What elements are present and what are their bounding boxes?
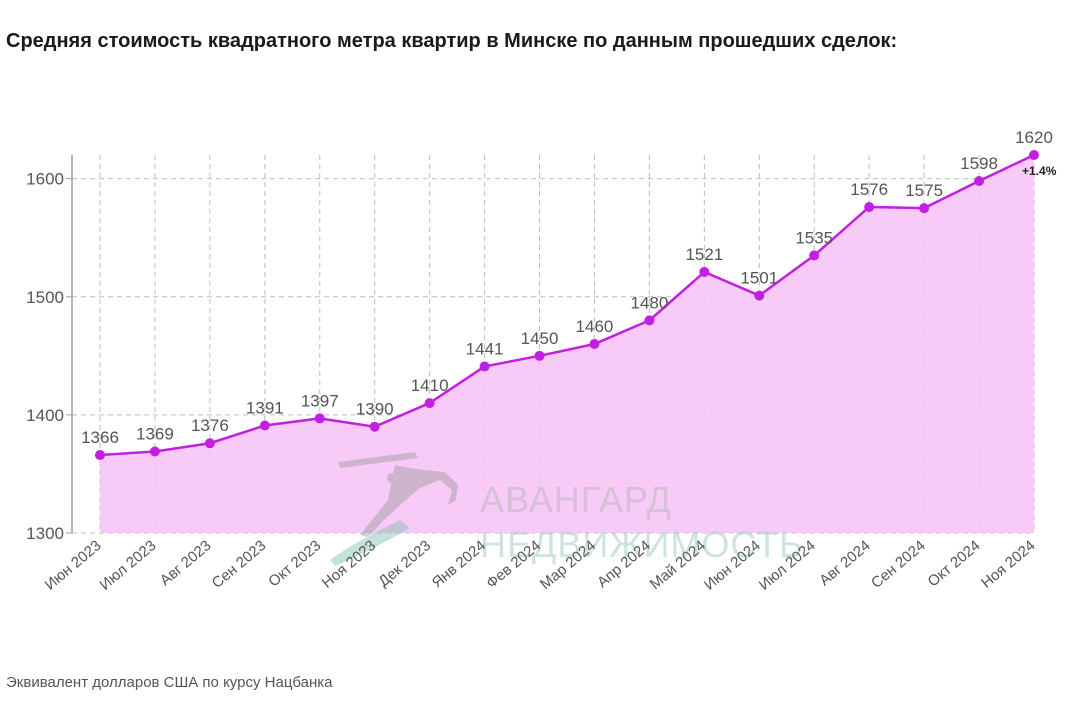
data-label: 1391 [246,399,284,418]
y-tick-label: 1500 [26,288,64,307]
data-point [919,203,930,214]
data-label: 1501 [740,269,778,288]
data-label: 1598 [960,154,998,173]
data-label: 1521 [685,245,723,264]
data-point [589,339,600,349]
data-label: 1535 [795,228,833,247]
x-tick-label: Окт 2023 [265,537,324,590]
data-label: 1450 [521,329,559,348]
x-tick-label: Ноя 2024 [978,537,1039,592]
data-label: 1576 [850,180,888,199]
y-tick-label: 1600 [26,170,64,189]
y-axis-ticks: 1300 1400 1500 1600 [26,170,64,543]
y-tick-label: 1400 [26,406,64,425]
x-tick-label: Дек 2023 [375,537,434,590]
data-point [149,446,160,457]
data-point [314,413,325,424]
y-tick-label: 1300 [26,524,64,543]
data-point [534,350,545,361]
data-label: 1369 [136,424,174,443]
footnote: Эквивалент долларов США по курсу Нацбанк… [6,674,333,691]
watermark-line2: НЕДВИЖИМОСТЬ [480,524,804,565]
data-point [644,315,655,326]
x-tick-label: Сен 2024 [868,537,929,592]
x-tick-label: Окт 2024 [925,537,984,590]
x-tick-label: Ноя 2023 [319,537,380,592]
data-label: 1410 [411,376,449,395]
data-label: 1480 [630,293,668,312]
x-tick-label: Сен 2023 [209,537,270,592]
data-labels: 1366 1369 1376 1391 1397 1390 1410 1441 1450 1460… [81,128,1053,447]
watermark-emblem [330,452,458,566]
data-point [809,250,820,261]
data-label: 1620 [1015,128,1053,147]
data-point [95,450,105,461]
series-line [99,153,1035,457]
watermark-line1: АВАНГАРД [480,479,672,520]
change-annotation: +1.4% [1022,164,1057,178]
series-polyline [99,153,1035,457]
data-point [1029,150,1039,160]
area-path [100,155,1034,533]
watermark-logo: АВАНГАРД НЕДВИЖИМОСТЬ [330,452,804,566]
x-tick-label: Авг 2023 [157,537,215,589]
data-label: 1376 [191,416,229,435]
x-tick-label: Авг 2024 [816,537,874,589]
chart-title: Средняя стоимость квадратного метра квар… [6,30,898,52]
x-tick-label: Июн 2023 [42,537,105,594]
data-label: 1460 [576,317,614,336]
data-point [204,438,215,449]
data-label: 1397 [301,391,339,410]
data-point [754,290,765,301]
data-label: 1441 [466,339,504,358]
data-point [864,201,875,212]
data-point [259,420,270,431]
series-points [95,150,1039,461]
data-point [974,175,985,186]
data-point [369,421,380,432]
data-point [699,266,710,277]
area-fill [100,155,1034,533]
data-point [479,361,490,372]
data-point [424,398,435,409]
x-tick-label: Июл 2023 [96,537,159,594]
data-label: 1366 [81,428,119,447]
data-label: 1390 [356,400,394,419]
data-label: 1575 [905,181,943,200]
